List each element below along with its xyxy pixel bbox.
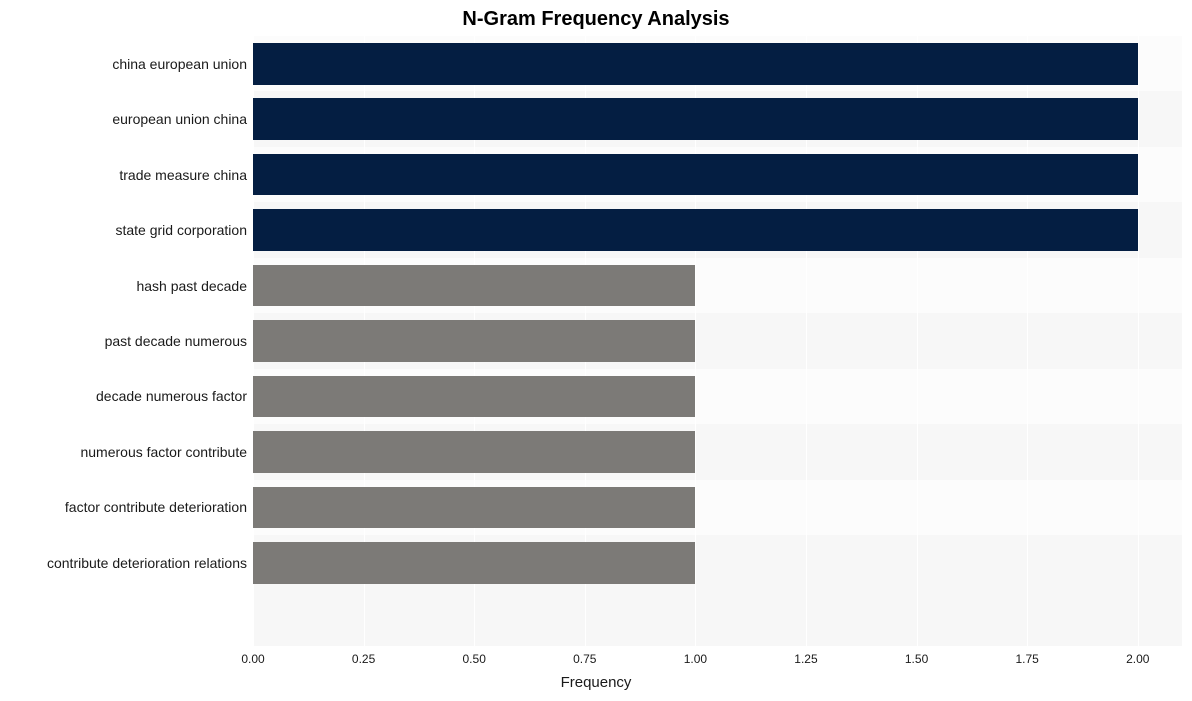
y-tick-label: state grid corporation — [115, 222, 247, 238]
x-tick-label: 0.25 — [352, 652, 375, 666]
x-tick-label: 1.75 — [1015, 652, 1038, 666]
bar — [253, 43, 1138, 85]
y-tick-label: contribute deterioration relations — [47, 555, 247, 571]
bar — [253, 542, 695, 584]
y-tick-label: past decade numerous — [105, 333, 247, 349]
x-tick-label: 1.25 — [794, 652, 817, 666]
y-tick-label: trade measure china — [119, 167, 247, 183]
bar — [253, 98, 1138, 140]
y-tick-label: european union china — [112, 111, 247, 127]
x-tick-label: 0.50 — [463, 652, 486, 666]
chart-title: N-Gram Frequency Analysis — [0, 8, 1192, 31]
bar — [253, 209, 1138, 251]
bar — [253, 320, 695, 362]
x-tick-label: 1.00 — [684, 652, 707, 666]
bar — [253, 431, 695, 473]
bar — [253, 487, 695, 529]
x-tick-label: 1.50 — [905, 652, 928, 666]
y-tick-label: decade numerous factor — [96, 388, 247, 404]
gridline — [1138, 36, 1139, 646]
x-axis-label: Frequency — [0, 674, 1192, 691]
bar — [253, 154, 1138, 196]
x-tick-label: 2.00 — [1126, 652, 1149, 666]
bar — [253, 265, 695, 307]
y-tick-label: numerous factor contribute — [80, 444, 247, 460]
x-tick-label: 0.75 — [573, 652, 596, 666]
x-tick-label: 0.00 — [241, 652, 264, 666]
ngram-frequency-chart: N-Gram Frequency Analysis Frequency chin… — [0, 0, 1192, 701]
y-tick-label: china european union — [112, 56, 247, 72]
bar — [253, 376, 695, 418]
y-tick-label: hash past decade — [136, 278, 247, 294]
plot-area — [253, 36, 1182, 646]
y-tick-label: factor contribute deterioration — [65, 499, 247, 515]
